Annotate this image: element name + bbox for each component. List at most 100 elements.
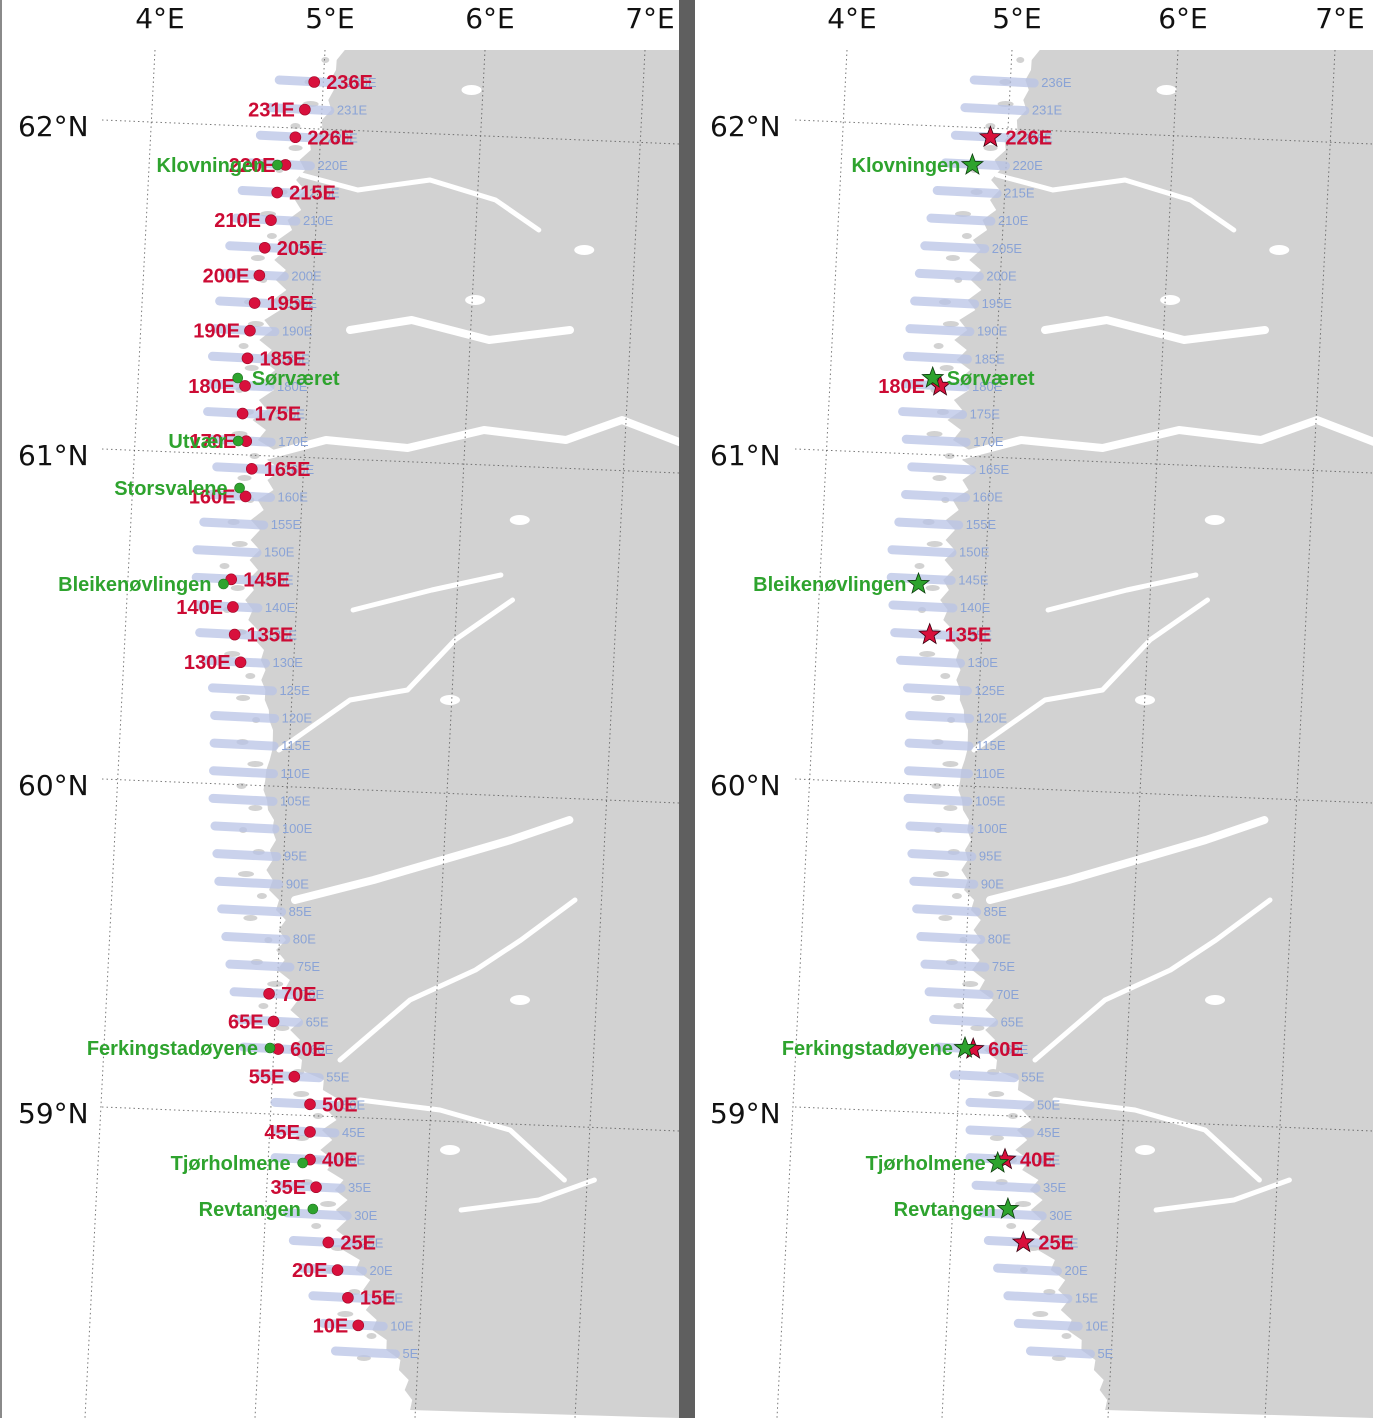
transect-label: 220E — [1012, 158, 1043, 173]
transect-label: 110E — [976, 766, 1006, 781]
transect-label: 45E — [1037, 1125, 1060, 1140]
parallel-line — [794, 119, 1373, 145]
transect-label: 125E — [974, 683, 1005, 698]
transect-label: 210E — [303, 213, 334, 228]
station-label-red: 15E — [360, 1288, 396, 1310]
transect-label: 150E — [959, 545, 990, 560]
longitude-label: 4°E — [827, 2, 877, 35]
transect-line — [192, 545, 262, 558]
station-marker-red — [342, 1291, 354, 1304]
left-map-panel — [84, 49, 680, 1418]
station-label-red: 65E — [228, 1011, 264, 1033]
transect-label: 170E — [278, 434, 309, 449]
island — [337, 1311, 354, 1317]
station-label-green: Tjørholmene — [866, 1153, 986, 1175]
station-label-red: 10E — [313, 1315, 349, 1337]
transect-label: 135E — [962, 628, 993, 643]
station-label-red: 40E — [322, 1150, 358, 1172]
transect-label: 70E — [996, 987, 1019, 1002]
transect-label: 180E — [972, 379, 1003, 394]
island — [988, 1091, 1005, 1097]
island — [267, 981, 284, 987]
transect-label: 100E — [977, 821, 1008, 836]
longitude-label: 5°E — [305, 2, 355, 35]
station-marker-red — [239, 380, 251, 392]
transect-label: 70E — [301, 987, 324, 1002]
fjord — [291, 816, 574, 904]
station-label-red: 170E — [190, 431, 237, 453]
station-label-green: Ferkingstadøyene — [782, 1038, 953, 1060]
transect-line — [926, 213, 996, 226]
island — [953, 1003, 964, 1009]
station-marker-red — [304, 1126, 316, 1138]
station-label-green: Klovningen — [157, 155, 266, 177]
transect-line — [225, 959, 295, 972]
transect-label: 231E — [1032, 103, 1063, 118]
island — [230, 585, 245, 591]
island — [940, 673, 951, 679]
island — [926, 431, 943, 437]
transect-label: 55E — [1021, 1070, 1044, 1085]
longitude-label: 4°E — [135, 2, 185, 35]
transect-label: 40E — [1037, 1153, 1060, 1168]
station-label-red: 205E — [277, 238, 324, 260]
island — [939, 365, 954, 371]
station-star-green — [986, 1150, 1010, 1173]
fjord — [337, 897, 578, 1063]
station-marker-red — [236, 407, 249, 420]
fjord — [265, 416, 679, 459]
transect-line — [965, 1097, 1035, 1110]
station-label-red: 175E — [255, 404, 302, 426]
transect-line — [1003, 1291, 1073, 1304]
island — [989, 1135, 1004, 1141]
station-label-red: 40E — [1020, 1150, 1056, 1172]
station-star-red — [978, 125, 1002, 148]
fjord — [276, 597, 515, 753]
transect-label: 200E — [986, 268, 1017, 283]
station-label-green: Bleikenøvlingen — [58, 574, 211, 596]
station-label-red: 25E — [340, 1232, 376, 1254]
station-label-red: 135E — [945, 625, 992, 647]
station-label-red: 220E — [229, 155, 276, 177]
island — [321, 57, 330, 63]
lake — [1205, 995, 1225, 1005]
station-label-red: 215E — [289, 183, 336, 205]
island — [1016, 57, 1025, 63]
transect-label: 175E — [275, 407, 306, 422]
transect-line — [901, 434, 971, 447]
transect-label: 165E — [979, 462, 1010, 477]
transect-line — [901, 489, 971, 502]
island — [236, 695, 251, 701]
transect-label: 190E — [977, 324, 1008, 339]
transect-label: 155E — [271, 517, 302, 532]
meridian-line — [414, 49, 486, 1418]
meridian-line — [776, 49, 848, 1418]
station-label-red: 226E — [1005, 127, 1052, 149]
island — [983, 145, 998, 151]
meridian-line — [84, 49, 156, 1418]
transect-line — [914, 268, 984, 281]
transect-line — [905, 821, 975, 834]
island — [951, 893, 962, 899]
island — [256, 893, 267, 899]
station-marker-green — [307, 1203, 319, 1215]
station-marker-red — [308, 76, 321, 88]
station-marker-red — [244, 324, 256, 337]
transect-line — [971, 1180, 1041, 1193]
transect-label: 165E — [284, 462, 315, 477]
latitude-label: 60°N — [710, 769, 781, 802]
transect-line — [907, 462, 977, 475]
transect-label: 5E — [1097, 1346, 1113, 1361]
island — [938, 915, 953, 921]
fjord — [971, 597, 1210, 753]
transect-line — [909, 876, 979, 889]
station-star-green — [960, 152, 985, 175]
lake — [465, 295, 486, 305]
transect-label: 205E — [297, 241, 328, 256]
transect-label: 80E — [988, 932, 1011, 947]
longitude-label: 5°E — [992, 2, 1042, 35]
transect-line — [916, 932, 986, 945]
island — [290, 123, 301, 129]
fjord — [299, 172, 542, 233]
station-label-red: 70E — [281, 984, 317, 1006]
